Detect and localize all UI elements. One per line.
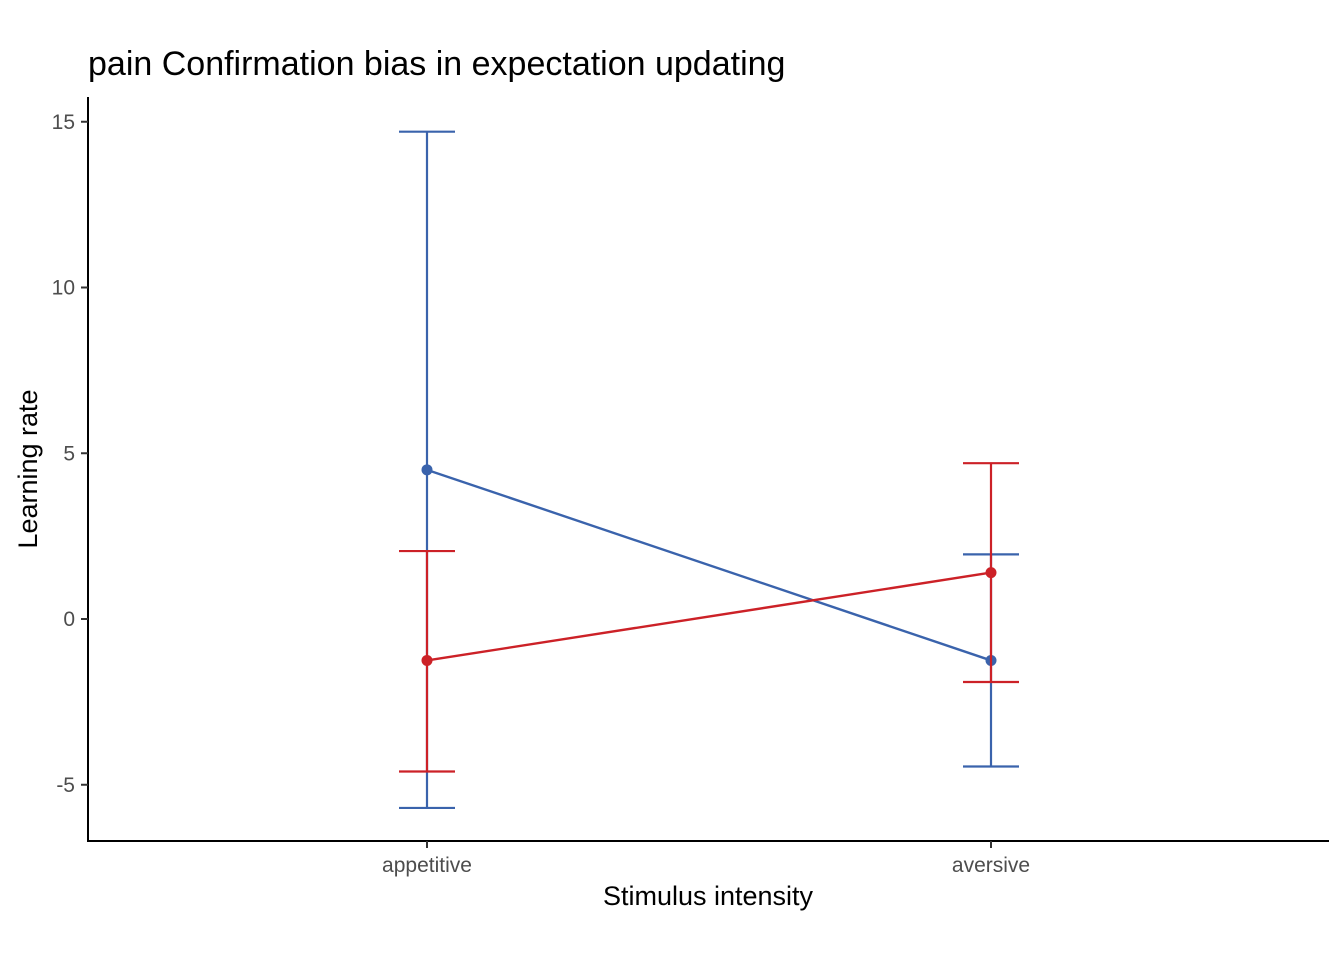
series-layer [399, 130, 1019, 810]
data-point [421, 464, 433, 476]
chart-title: pain Confirmation bias in expectation up… [88, 45, 785, 83]
y-axis-title: Learning rate [13, 389, 43, 548]
series-0 [399, 130, 1019, 810]
x-tick-label: appetitive [382, 854, 472, 877]
series-1 [399, 462, 1019, 773]
y-tick-label: 10 [52, 277, 75, 300]
data-point [421, 654, 433, 666]
x-ticks: appetitive aversive [382, 841, 1030, 877]
x-tick-label: aversive [952, 854, 1030, 877]
series-line [426, 571, 992, 662]
x-axis-title: Stimulus intensity [603, 881, 814, 911]
y-tick-label: 15 [52, 111, 75, 134]
data-point [985, 567, 997, 579]
y-tick-label: -5 [56, 774, 75, 797]
y-tick-label: 0 [63, 608, 75, 631]
y-tick-label: 5 [63, 442, 75, 465]
series-line [426, 468, 992, 662]
y-ticks: -5 0 5 10 15 [52, 111, 88, 797]
